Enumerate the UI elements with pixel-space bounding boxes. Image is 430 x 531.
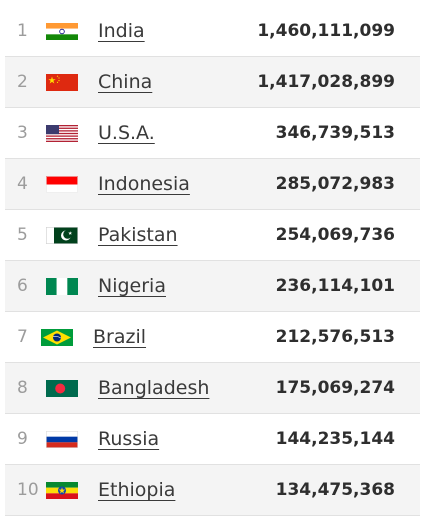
- rank-number: 9: [17, 429, 28, 449]
- india-flag-icon: [46, 23, 78, 40]
- table-row: 2 China 1,417,028,899: [5, 57, 420, 108]
- population-value: 236,114,101: [275, 276, 395, 296]
- rank-number: 5: [17, 225, 28, 245]
- country-link[interactable]: U.S.A.: [98, 122, 155, 144]
- country-link[interactable]: Nigeria: [98, 275, 166, 297]
- rank-number: 1: [17, 21, 28, 41]
- country-link[interactable]: Indonesia: [98, 173, 190, 195]
- country-link[interactable]: Bangladesh: [98, 377, 210, 399]
- population-value: 144,235,144: [275, 429, 395, 449]
- population-value: 285,072,983: [275, 174, 395, 194]
- indonesia-flag-icon: [46, 176, 78, 193]
- population-value: 175,069,274: [275, 378, 395, 398]
- table-row: 10 Ethiopia 134,475,368: [5, 465, 420, 516]
- china-flag-icon: [46, 74, 78, 91]
- table-row: 1 India 1,460,111,099: [5, 6, 420, 57]
- table-row: 8 Bangladesh 175,069,274: [5, 363, 420, 414]
- nigeria-flag-icon: [46, 278, 78, 295]
- country-link[interactable]: India: [98, 20, 145, 42]
- rank-number: 3: [17, 123, 28, 143]
- table-row: 9 Russia 144,235,144: [5, 414, 420, 465]
- table-row: 3 U.S.A. 346,739,513: [5, 108, 420, 159]
- rank-number: 10: [17, 480, 39, 500]
- ethiopia-flag-icon: [46, 482, 78, 499]
- country-link[interactable]: Brazil: [93, 326, 147, 348]
- russia-flag-icon: [46, 431, 78, 448]
- country-link[interactable]: Pakistan: [98, 224, 178, 246]
- table-row: 4 Indonesia 285,072,983: [5, 159, 420, 210]
- population-value: 1,460,111,099: [257, 21, 395, 41]
- pakistan-flag-icon: [46, 227, 78, 244]
- bangladesh-flag-icon: [46, 380, 78, 397]
- country-link[interactable]: Ethiopia: [98, 479, 176, 501]
- usa-flag-icon: [46, 125, 78, 142]
- rank-number: 6: [17, 276, 28, 296]
- population-value: 134,475,368: [275, 480, 395, 500]
- country-link[interactable]: Russia: [98, 428, 160, 450]
- country-link[interactable]: China: [98, 71, 153, 93]
- table-row: 5 Pakistan 254,069,736: [5, 210, 420, 261]
- population-value: 346,739,513: [275, 123, 395, 143]
- rank-number: 2: [17, 72, 28, 92]
- table-row: 6 Nigeria 236,114,101: [5, 261, 420, 312]
- brazil-flag-icon: [41, 329, 73, 346]
- table-row: 7 Brazil 212,576,513: [5, 312, 420, 363]
- rank-number: 8: [17, 378, 28, 398]
- population-value: 1,417,028,899: [257, 72, 395, 92]
- population-value: 212,576,513: [275, 327, 395, 347]
- population-value: 254,069,736: [275, 225, 395, 245]
- rank-number: 7: [17, 327, 28, 347]
- rank-number: 4: [17, 174, 28, 194]
